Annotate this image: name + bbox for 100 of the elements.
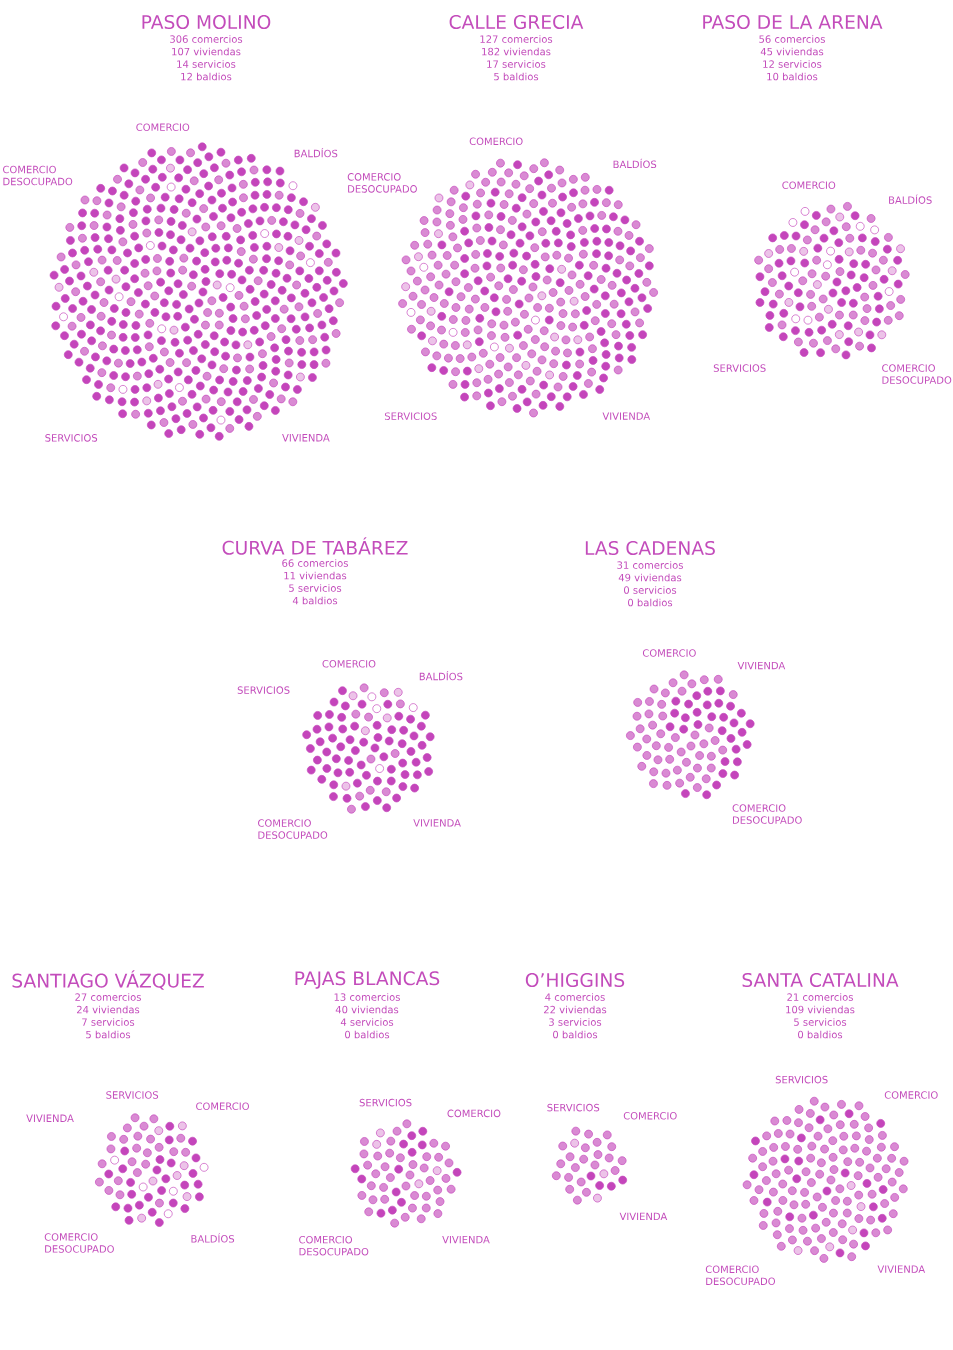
text: COMERCIO DESOCUPADO	[258, 819, 328, 839]
category-label: viviendas	[503, 47, 551, 56]
category-label: comercios	[802, 993, 853, 1001]
category-label: viviendas	[92, 1005, 140, 1014]
data-label: 49	[618, 573, 631, 582]
data-label: 306	[170, 35, 188, 43]
data-label: 4	[292, 596, 299, 605]
data-label: 56	[759, 35, 771, 43]
data-label: 21	[787, 993, 799, 1001]
text: SERVICIOS	[775, 1075, 828, 1084]
text: O’HIGGINS	[525, 972, 625, 988]
data-label: 109	[786, 1005, 804, 1014]
text: BALDÍOS	[419, 670, 463, 681]
category-label: baldios	[302, 596, 338, 605]
category-label: baldios	[807, 1030, 843, 1039]
text: CALLE GRECIA	[449, 14, 584, 30]
data-label: 4	[545, 993, 551, 1001]
category-label: baldios	[503, 72, 539, 81]
text: SERVICIOS	[547, 1103, 600, 1112]
text: BALDÍOS	[294, 147, 338, 158]
data-label: 0	[553, 1030, 559, 1039]
category-label: servicios	[298, 584, 342, 592]
text: COMERCIO	[642, 649, 696, 657]
data-label: 17	[487, 60, 499, 68]
text: COMERCIO DESOCUPADO	[299, 1235, 369, 1256]
category-label: comercios	[90, 993, 141, 1001]
data-label: 107	[172, 47, 190, 56]
text: COMERCIO DESOCUPADO	[44, 1233, 114, 1253]
data-label: 127	[480, 35, 498, 43]
category-label: baldios	[197, 72, 232, 81]
text: PASO DE LA ARENA	[703, 14, 883, 30]
text: VIVIENDA	[26, 1114, 74, 1122]
data-label: 5	[86, 1030, 91, 1039]
text: COMERCIO DESOCUPADO	[705, 1265, 776, 1286]
data-label: 7	[82, 1018, 87, 1026]
data-label: 66	[282, 559, 294, 567]
text: BALDÍOS	[613, 158, 657, 169]
data-label: 12	[181, 72, 192, 81]
category-label: comercios	[502, 35, 553, 43]
data-label: 182	[482, 47, 500, 56]
data-label: 24	[77, 1005, 89, 1014]
text: BALDÍOS	[191, 1233, 235, 1243]
text: SANTA CATALINA	[742, 972, 899, 988]
data-label: 0	[628, 598, 634, 607]
data-label: 11	[284, 571, 296, 580]
data-label: 13	[334, 993, 346, 1001]
data-label: 10	[767, 72, 779, 81]
data-label: 0	[624, 586, 630, 594]
text: COMERCIO	[196, 1102, 249, 1110]
data-label: 5	[289, 584, 294, 592]
text: COMERCIO	[136, 123, 190, 131]
text: COMERCIO	[884, 1091, 938, 1099]
data-label: 0	[345, 1030, 351, 1039]
text: VIVIENDA	[602, 412, 651, 420]
category-label: baldios	[562, 1030, 598, 1039]
category-label: viviendas	[807, 1005, 855, 1014]
category-label: baldios	[354, 1030, 390, 1039]
data-label: 31	[617, 561, 629, 569]
text: SERVICIOS	[106, 1091, 159, 1099]
data-label: 12	[763, 60, 774, 68]
text: COMERCIO	[322, 660, 376, 668]
text: VIVIENDA	[619, 1212, 668, 1220]
category-label: servicios	[778, 60, 822, 68]
category-label: servicios	[502, 60, 546, 68]
text: PAJAS BLANCAS	[295, 971, 440, 989]
text: SERVICIOS	[237, 686, 290, 694]
category-label: comercios	[349, 993, 400, 1001]
category-label: comercios	[554, 993, 605, 1001]
category-label: comercios	[192, 35, 243, 43]
text: BALDÍOS	[889, 194, 932, 204]
data-label: 22	[544, 1005, 555, 1014]
category-label: servicios	[633, 586, 677, 594]
data-label: 3	[549, 1018, 554, 1026]
text: PASO MOLINO	[142, 14, 271, 30]
text: VIVIENDA	[877, 1265, 926, 1273]
text: COMERCIO	[782, 181, 836, 189]
text: LAS CADENAS	[585, 540, 715, 556]
data-label: 5	[794, 1018, 799, 1026]
text: COMERCIO DESOCUPADO	[882, 364, 952, 384]
category-label: servicios	[558, 1018, 602, 1026]
category-label: baldios	[95, 1030, 131, 1039]
text: COMERCIO DESOCUPADO	[732, 804, 802, 824]
category-label: servicios	[192, 60, 236, 68]
category-label: servicios	[350, 1018, 394, 1026]
text: COMERCIO	[447, 1109, 501, 1118]
category-label: viviendas	[559, 1005, 607, 1014]
text: VIVIENDA	[413, 819, 461, 827]
category-label: viviendas	[634, 573, 682, 582]
text: SERVICIOS	[384, 412, 437, 420]
category-label: viviendas	[299, 571, 347, 580]
text: SERVICIOS	[45, 434, 98, 442]
text: VIVIENDA	[282, 434, 330, 442]
category-label: viviendas	[193, 47, 241, 56]
text: VIVIENDA	[737, 661, 786, 670]
category-label: comercios	[632, 561, 683, 569]
category-label: viviendas	[776, 47, 824, 56]
text: CURVA DE TABÁREZ	[222, 537, 408, 555]
category-label: viviendas	[351, 1005, 399, 1014]
data-label: 14	[177, 60, 189, 68]
text: COMERCIO	[623, 1112, 677, 1120]
